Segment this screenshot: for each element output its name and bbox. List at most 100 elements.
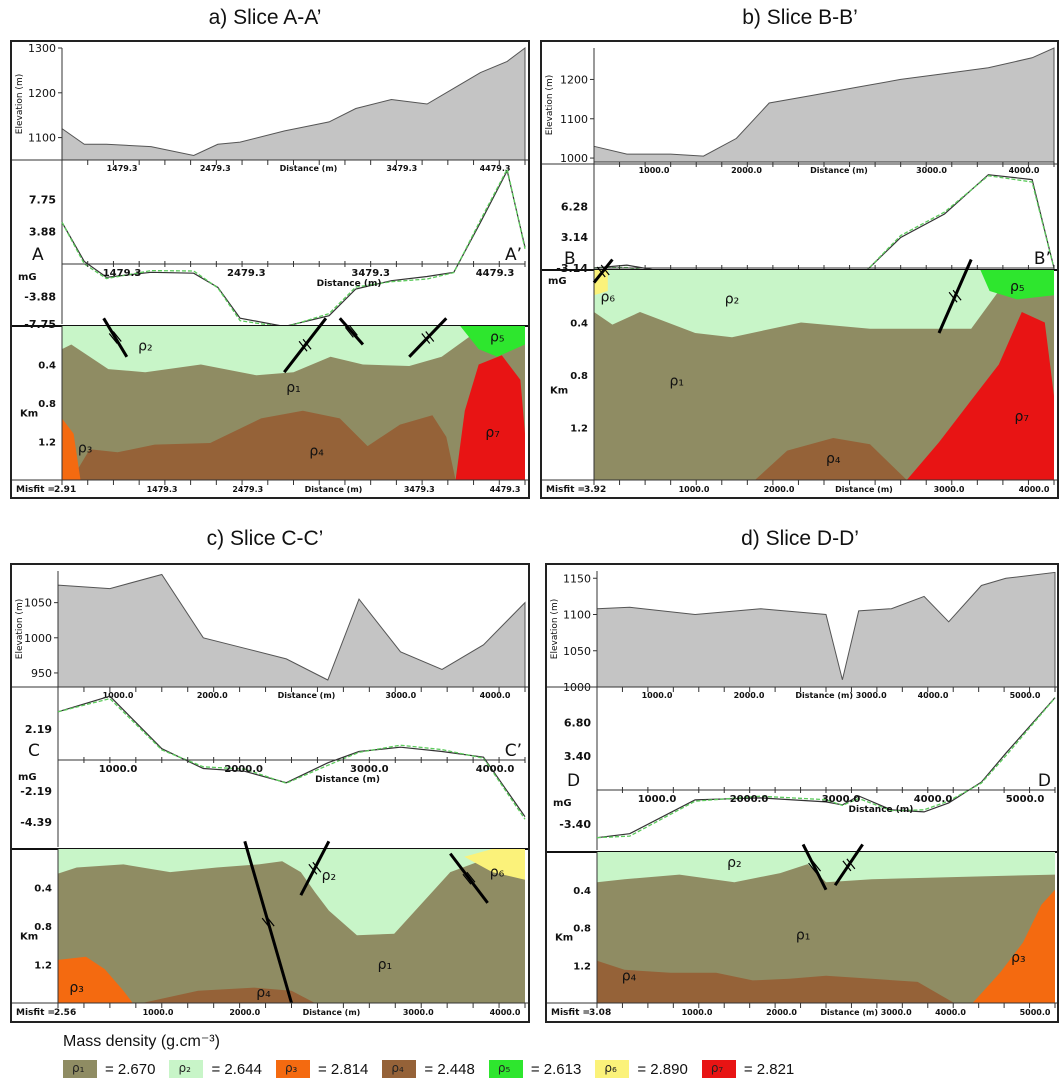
density-body: [455, 355, 525, 480]
body-label: ρ₄: [826, 451, 841, 467]
legend-value: = 2.814: [317, 1060, 369, 1078]
gravity-tick-label: 3.14: [561, 231, 588, 244]
gravity-distance-label: 4000.0: [476, 764, 515, 775]
distance-tick-label: 4000.0: [480, 691, 511, 700]
legend-swatch: ρ₇: [701, 1060, 736, 1078]
distance-tick-label: 2000.0: [731, 166, 762, 175]
gravity-calculated-line: [593, 175, 1055, 313]
density-body: [464, 849, 525, 880]
body-label: ρ₁: [796, 928, 811, 944]
elevation-tick-label: 1150: [563, 572, 591, 585]
distance-tick-label: 3000.0: [385, 691, 416, 700]
elevation-profile-area: [593, 47, 1055, 163]
elevation-profile-area: [57, 573, 526, 688]
legend-item: ρ₆ = 2.890: [595, 1060, 688, 1078]
bottom-distance-label: 1000.0: [143, 1008, 174, 1017]
body-label: ρ₄: [309, 443, 324, 459]
bottom-axis-background: [547, 1003, 1057, 1020]
depth-tick-label: 0.8: [34, 922, 52, 933]
distance-tick-label: 4000.0: [918, 691, 949, 700]
density-body: [972, 889, 1055, 1003]
legend-swatch: ρ₃: [275, 1060, 310, 1078]
fault-motion-arrow: [808, 860, 822, 874]
gravity-observed-line: [61, 168, 526, 328]
legend-symbol: ρ₄: [391, 1061, 404, 1075]
misfit-label: Misfit =: [16, 485, 55, 495]
distance-tick-label: 4000.0: [1009, 166, 1040, 175]
body-label: ρ₁: [378, 957, 393, 973]
body-label: ρ₃: [78, 440, 93, 456]
fault-motion-arrow: [308, 861, 322, 875]
legend-value: = 2.613: [530, 1060, 582, 1078]
distance-tick-label: 3479.3: [386, 164, 417, 173]
gravity-unit-label: mG: [18, 272, 37, 283]
density-body: [58, 849, 525, 1003]
depth-unit-label: Km: [555, 933, 573, 944]
depth-tick-label: 0.8: [573, 924, 591, 935]
slice-panel-d: 1150 1100 1050 1000 Elevation (m) 1000.0 2000.…: [545, 563, 1059, 1023]
elevation-axis-label: Elevation (m): [15, 599, 25, 659]
bottom-distance-label: 3479.3: [404, 485, 435, 494]
legend-symbol: ρ₁: [72, 1061, 85, 1075]
misfit-value: 2.56: [54, 1008, 76, 1018]
body-label: ρ₆: [601, 290, 616, 306]
density-body: [62, 418, 81, 480]
density-body: [597, 852, 1055, 1003]
legend-value: = 2.890: [637, 1060, 688, 1078]
gravity-distance-label: 3000.0: [350, 764, 389, 775]
distance-tick-label: 5000.0: [1010, 691, 1041, 700]
legend-symbol: ρ₇: [710, 1061, 724, 1075]
fault-motion-arrow: [842, 858, 856, 872]
density-body: [597, 960, 955, 1003]
bottom-distance-label: 2000.0: [766, 1008, 797, 1017]
fault-line: [937, 258, 973, 334]
density-body: [58, 849, 525, 936]
panel-title-c: c) Slice C-C’: [206, 527, 324, 550]
gravity-distance-label: 2000.0: [224, 764, 263, 775]
legend-swatch: ρ₂: [169, 1060, 204, 1078]
fault-motion-arrow: [344, 325, 358, 338]
density-body: [460, 326, 525, 357]
depth-tick-label: 0.4: [34, 884, 52, 895]
panel-title-d: d) Slice D-D’: [741, 527, 859, 550]
body-label: ρ₅: [490, 329, 505, 345]
gravity-tick-label: -4.39: [20, 816, 52, 829]
depth-tick-label: 0.8: [38, 399, 56, 410]
body-label: ρ₂: [322, 868, 337, 884]
distance-tick-label: Distance (m): [280, 164, 338, 173]
profile-start-label: B: [564, 249, 576, 269]
fault-line: [449, 852, 489, 904]
depth-tick-label: 1.2: [34, 961, 52, 972]
distance-tick-label: Distance (m): [810, 166, 868, 175]
depth-unit-label: Km: [20, 931, 38, 942]
body-label: ρ₁: [286, 380, 301, 396]
profile-end-label: B’: [1034, 249, 1051, 269]
gravity-distance-label: 1000.0: [638, 794, 677, 805]
gravity-axis-label: Distance (m): [317, 279, 382, 289]
elevation-tick-label: 1000: [560, 152, 588, 165]
legend-item: ρ₄ = 2.448: [382, 1060, 475, 1078]
misfit-label: Misfit =: [551, 1008, 590, 1018]
body-label: ρ₂: [725, 292, 740, 308]
profile-end-label: D: [1038, 771, 1051, 791]
gravity-axis-label: Distance (m): [849, 805, 914, 815]
gravity-unit-label: mG: [18, 772, 37, 783]
body-label: ρ₃: [1011, 950, 1026, 966]
bottom-distance-label: 3000.0: [934, 485, 965, 494]
gravity-tick-label: 6.28: [561, 200, 588, 213]
body-label: ρ₄: [256, 985, 271, 1001]
elevation-tick-label: 1000: [24, 632, 52, 645]
misfit-value: 3.92: [584, 485, 606, 495]
legend-item: ρ₅ = 2.613: [488, 1060, 582, 1078]
elevation-tick-label: 1100: [563, 609, 591, 622]
gravity-tick-label: 3.88: [29, 226, 56, 239]
fault-line: [299, 840, 331, 896]
distance-tick-label: 4479.3: [480, 164, 511, 173]
legend-swatch: ρ₆: [595, 1060, 630, 1078]
fault-line: [801, 843, 828, 891]
fault-line: [338, 317, 365, 346]
gravity-tick-label: -7.75: [24, 318, 56, 331]
legend-symbol: ρ₂: [178, 1061, 191, 1075]
legend-symbol: ρ₆: [604, 1061, 617, 1075]
gravity-tick-label: -3.14: [556, 262, 588, 275]
